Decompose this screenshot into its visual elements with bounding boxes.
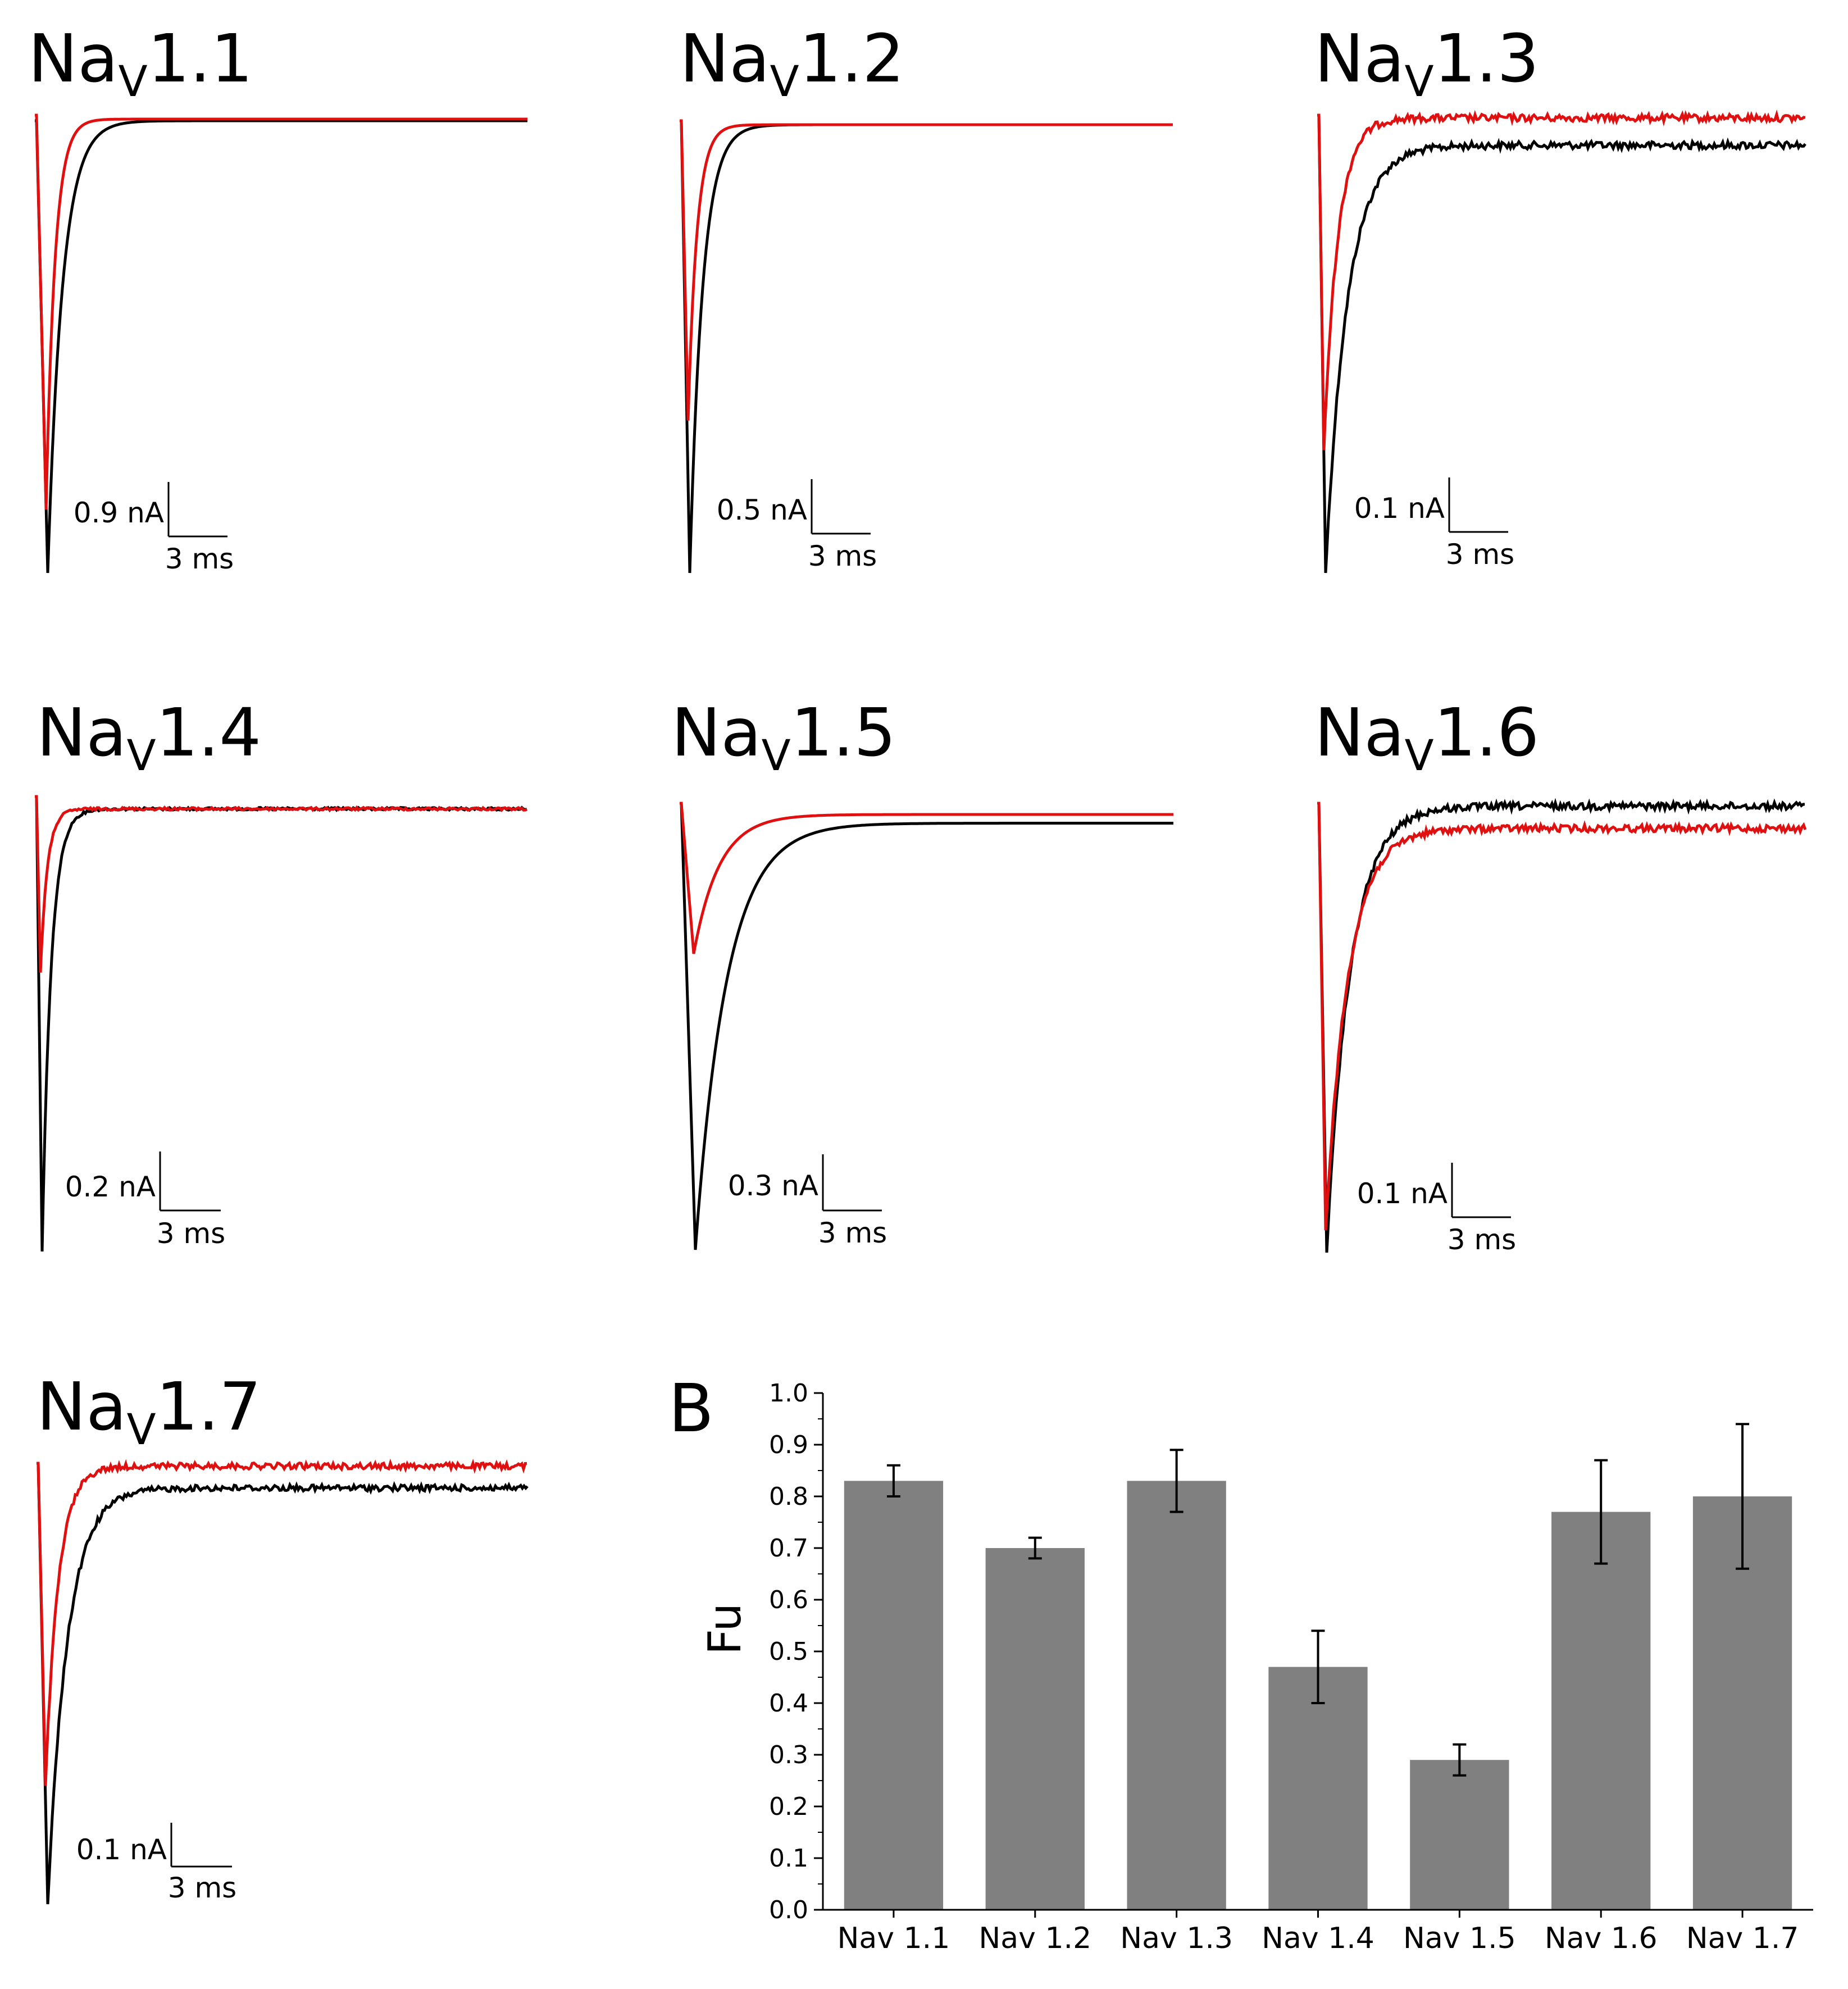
y-tick-label: 0.8 bbox=[769, 1482, 808, 1511]
scale-time-label: 3 ms bbox=[165, 543, 234, 575]
y-tick-label: 0.1 bbox=[769, 1844, 808, 1873]
control-trace bbox=[35, 119, 527, 574]
panel-title: NaV1.1 bbox=[28, 20, 253, 106]
panel-title: NaV1.2 bbox=[680, 20, 904, 106]
scale-current-label: 0.1 nA bbox=[1357, 1177, 1448, 1210]
panel-title: NaV1.6 bbox=[1314, 694, 1539, 780]
scale-time-label: 3 ms bbox=[1446, 538, 1514, 571]
treated-trace bbox=[680, 802, 1173, 954]
fu-bar-chart: B Fu 0.0 0.1 0.2 0.3 0.4 0.5 0.6 0.7 0.8 0.9 1.0 N… bbox=[668, 1369, 1813, 1955]
scale-current-label: 0.9 nA bbox=[74, 497, 164, 529]
bar-nav-1-5 bbox=[1410, 1760, 1509, 1910]
panel-b-label: B bbox=[668, 1369, 714, 1447]
scale-current-label: 0.1 nA bbox=[76, 1833, 167, 1866]
scale-time-label: 3 ms bbox=[818, 1217, 887, 1249]
x-tick-label: Nav 1.6 bbox=[1545, 1922, 1658, 1955]
panel-title: NaV1.7 bbox=[37, 1368, 261, 1454]
treated-trace bbox=[35, 795, 527, 973]
x-tick-label: Nav 1.4 bbox=[1262, 1922, 1374, 1955]
y-tick-label: 0.7 bbox=[769, 1534, 808, 1563]
trace-panel-nav1-1: NaV1.1 0.9 nA 3 ms bbox=[28, 20, 527, 575]
y-axis-label: Fu bbox=[699, 1603, 751, 1655]
scale-current-label: 0.3 nA bbox=[728, 1169, 818, 1202]
scale-current-label: 0.2 nA bbox=[65, 1171, 156, 1203]
bar-nav-1-1 bbox=[844, 1481, 944, 1910]
panel-title: NaV1.5 bbox=[671, 694, 896, 780]
panel-title: NaV1.4 bbox=[37, 694, 261, 780]
trace-panel-nav1-2: NaV1.2 0.5 nA 3 ms bbox=[680, 20, 1173, 574]
y-tick-label: 0.3 bbox=[769, 1741, 808, 1769]
bar-nav-1-4 bbox=[1268, 1667, 1368, 1910]
scale-time-label: 3 ms bbox=[1448, 1223, 1516, 1256]
bars-group bbox=[844, 1423, 1792, 1910]
bar-nav-1-2 bbox=[985, 1548, 1085, 1910]
x-tick-label: Nav 1.5 bbox=[1403, 1922, 1516, 1955]
control-trace bbox=[1317, 113, 1806, 574]
trace-panel-nav1-7: NaV1.7 0.1 nA 3 ms bbox=[37, 1368, 529, 1905]
y-tick-label: 0.6 bbox=[769, 1586, 808, 1614]
y-tick-label: 0.5 bbox=[769, 1637, 808, 1666]
scale-time-label: 3 ms bbox=[157, 1217, 225, 1250]
trace-panel-nav1-3: NaV1.3 0.1 nA 3 ms bbox=[1314, 20, 1806, 574]
y-axis: 0.0 0.1 0.2 0.3 0.4 0.5 0.6 0.7 0.8 0.9 1.0 bbox=[769, 1379, 824, 1924]
y-tick-label: 0.9 bbox=[769, 1431, 808, 1459]
x-tick-label: Nav 1.2 bbox=[978, 1922, 1091, 1955]
control-trace bbox=[680, 802, 1173, 1250]
trace-panel-nav1-4: NaV1.4 0.2 nA 3 ms bbox=[35, 694, 527, 1252]
bar-nav-1-6 bbox=[1551, 1512, 1651, 1910]
trace-panel-nav1-5: NaV1.5 0.3 nA 3 ms bbox=[671, 694, 1173, 1250]
treated-trace bbox=[1317, 109, 1806, 450]
panel-title: NaV1.3 bbox=[1314, 20, 1539, 106]
scale-time-label: 3 ms bbox=[168, 1872, 236, 1904]
treated-trace bbox=[680, 119, 1173, 421]
scale-current-label: 0.1 nA bbox=[1354, 492, 1445, 525]
y-tick-label: 0.4 bbox=[769, 1689, 808, 1718]
bar-nav-1-3 bbox=[1127, 1481, 1226, 1910]
trace-panel-nav1-6: NaV1.6 0.1 nA 3 ms bbox=[1314, 694, 1807, 1256]
treated-trace bbox=[1317, 802, 1807, 1231]
x-axis: Nav 1.1 Nav 1.2 Nav 1.3 Nav 1.4 Nav 1.5 Nav 1… bbox=[823, 1909, 1813, 1955]
y-tick-label: 0.2 bbox=[769, 1792, 808, 1821]
x-tick-label: Nav 1.1 bbox=[837, 1922, 950, 1955]
y-tick-label: 0.0 bbox=[769, 1896, 808, 1924]
scale-time-label: 3 ms bbox=[808, 540, 877, 572]
x-tick-label: Nav 1.3 bbox=[1120, 1922, 1233, 1955]
x-tick-label: Nav 1.7 bbox=[1686, 1922, 1799, 1955]
control-trace bbox=[1317, 798, 1805, 1253]
y-tick-label: 1.0 bbox=[769, 1379, 808, 1408]
control-trace bbox=[37, 1462, 529, 1905]
treated-trace bbox=[35, 113, 527, 509]
treated-trace bbox=[37, 1458, 527, 1786]
scale-current-label: 0.5 nA bbox=[717, 494, 807, 526]
